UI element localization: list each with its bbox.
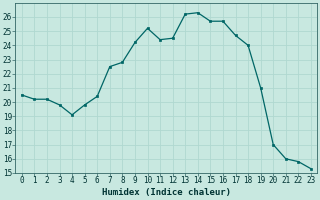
- X-axis label: Humidex (Indice chaleur): Humidex (Indice chaleur): [102, 188, 231, 197]
